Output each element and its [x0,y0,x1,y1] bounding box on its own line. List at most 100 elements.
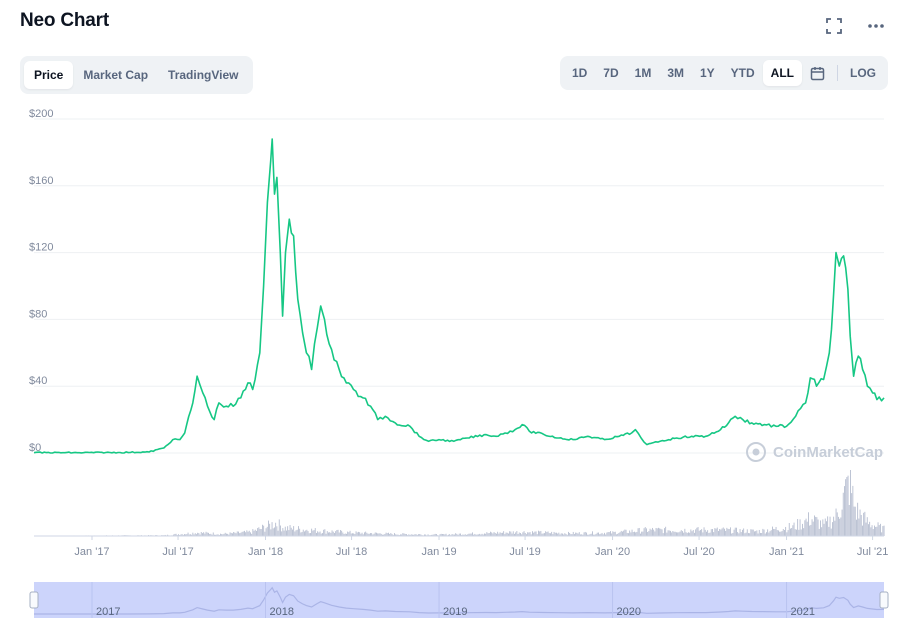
volume-bar [306,529,308,536]
volume-bar [702,532,704,536]
volume-bar [456,533,458,536]
volume-bar [317,531,319,536]
range-ytd-button[interactable]: YTD [730,66,755,80]
log-scale-button[interactable]: LOG [850,66,876,80]
volume-bar [385,532,387,536]
x-tick-label: Jan '19 [421,546,456,558]
navigator-handle[interactable] [29,591,39,609]
volume-bar [739,529,741,536]
volume-bar [462,534,464,536]
volume-bar [666,532,668,536]
volume-bar [380,533,382,536]
volume-bar [364,532,365,536]
volume-bar [595,533,597,536]
volume-bar [323,529,325,536]
volume-bar [841,509,843,536]
range-1y-button[interactable]: 1Y [699,66,715,80]
tab-price[interactable]: Price [24,61,74,89]
volume-bar [553,531,555,536]
volume-bar [190,534,191,536]
range-7d-button[interactable]: 7D [603,66,619,80]
volume-bar [325,533,327,536]
volume-bar [229,532,231,536]
volume-bar [191,534,193,536]
volume-bar [217,534,219,536]
volume-bar [677,532,679,536]
x-tick-label: Jan '17 [74,546,109,558]
volume-bar [370,533,371,536]
volume-bar [746,529,748,536]
range-3m-button[interactable]: 3M [667,66,684,80]
volume-bar [488,532,490,536]
volume-bar [836,512,838,536]
volume-bar [396,534,398,536]
range-all-button[interactable]: ALL [762,60,802,86]
volume-bar [694,532,695,536]
volume-bar [174,533,176,536]
volume-bar [883,525,885,536]
navigator-handle[interactable] [879,591,889,609]
volume-bar [386,533,388,536]
volume-bar [340,530,341,536]
volume-bar [754,531,755,536]
volume-bar [276,526,278,536]
volume-bar [332,531,334,536]
volume-bar [808,512,809,536]
volume-bar [655,527,657,536]
volume-bar [284,526,286,536]
tab-tradingview[interactable]: TradingView [168,68,239,82]
volume-bar [266,526,268,536]
volume-bar [607,532,609,536]
range-1d-button[interactable]: 1D [571,66,588,80]
volume-bar [760,532,761,536]
volume-bar [222,534,224,536]
volume-bar [425,534,427,536]
volume-bar [634,531,635,536]
volume-bar [742,529,743,536]
volume-bar [674,531,676,536]
volume-bar [474,533,476,536]
volume-bar [335,531,337,536]
volume-bar [227,533,229,536]
volume-bar [322,533,323,536]
more-icon[interactable] [866,16,886,36]
fullscreen-icon[interactable] [824,16,844,36]
volume-bar [604,532,605,536]
tab-market-cap[interactable]: Market Cap [83,68,149,82]
volume-bar [348,532,350,536]
range-1m-button[interactable]: 1M [634,66,652,80]
volume-bar [258,527,260,536]
volume-bar [592,531,593,536]
volume-bar [218,534,220,536]
volume-bar [688,532,689,536]
volume-bar [342,532,344,536]
volume-bar [476,534,478,536]
volume-bar [857,502,859,536]
volume-bar [223,533,225,536]
volume-bar [331,530,333,536]
volume-bar [792,525,794,536]
volume-bar [452,534,454,536]
volume-bar [838,516,839,536]
volume-bar [541,533,543,536]
volume-bar [600,533,602,536]
calendar-icon[interactable] [802,60,833,86]
volume-bar [208,532,209,536]
volume-bar [764,533,766,536]
volume-bar [341,530,343,536]
volume-bar [727,528,729,536]
volume-bar [415,534,417,536]
volume-bar [721,528,723,536]
volume-bar [305,530,307,536]
volume-bar [740,532,742,536]
volume-bar [577,533,579,536]
volume-bar [535,531,537,536]
volume-bar [397,534,399,536]
volume-bar [574,534,575,536]
volume-bar [216,534,218,536]
volume-bar [620,530,622,536]
volume-bar [811,519,813,536]
volume-bar [866,517,868,536]
volume-bar [728,529,730,536]
volume-bar [278,519,280,536]
